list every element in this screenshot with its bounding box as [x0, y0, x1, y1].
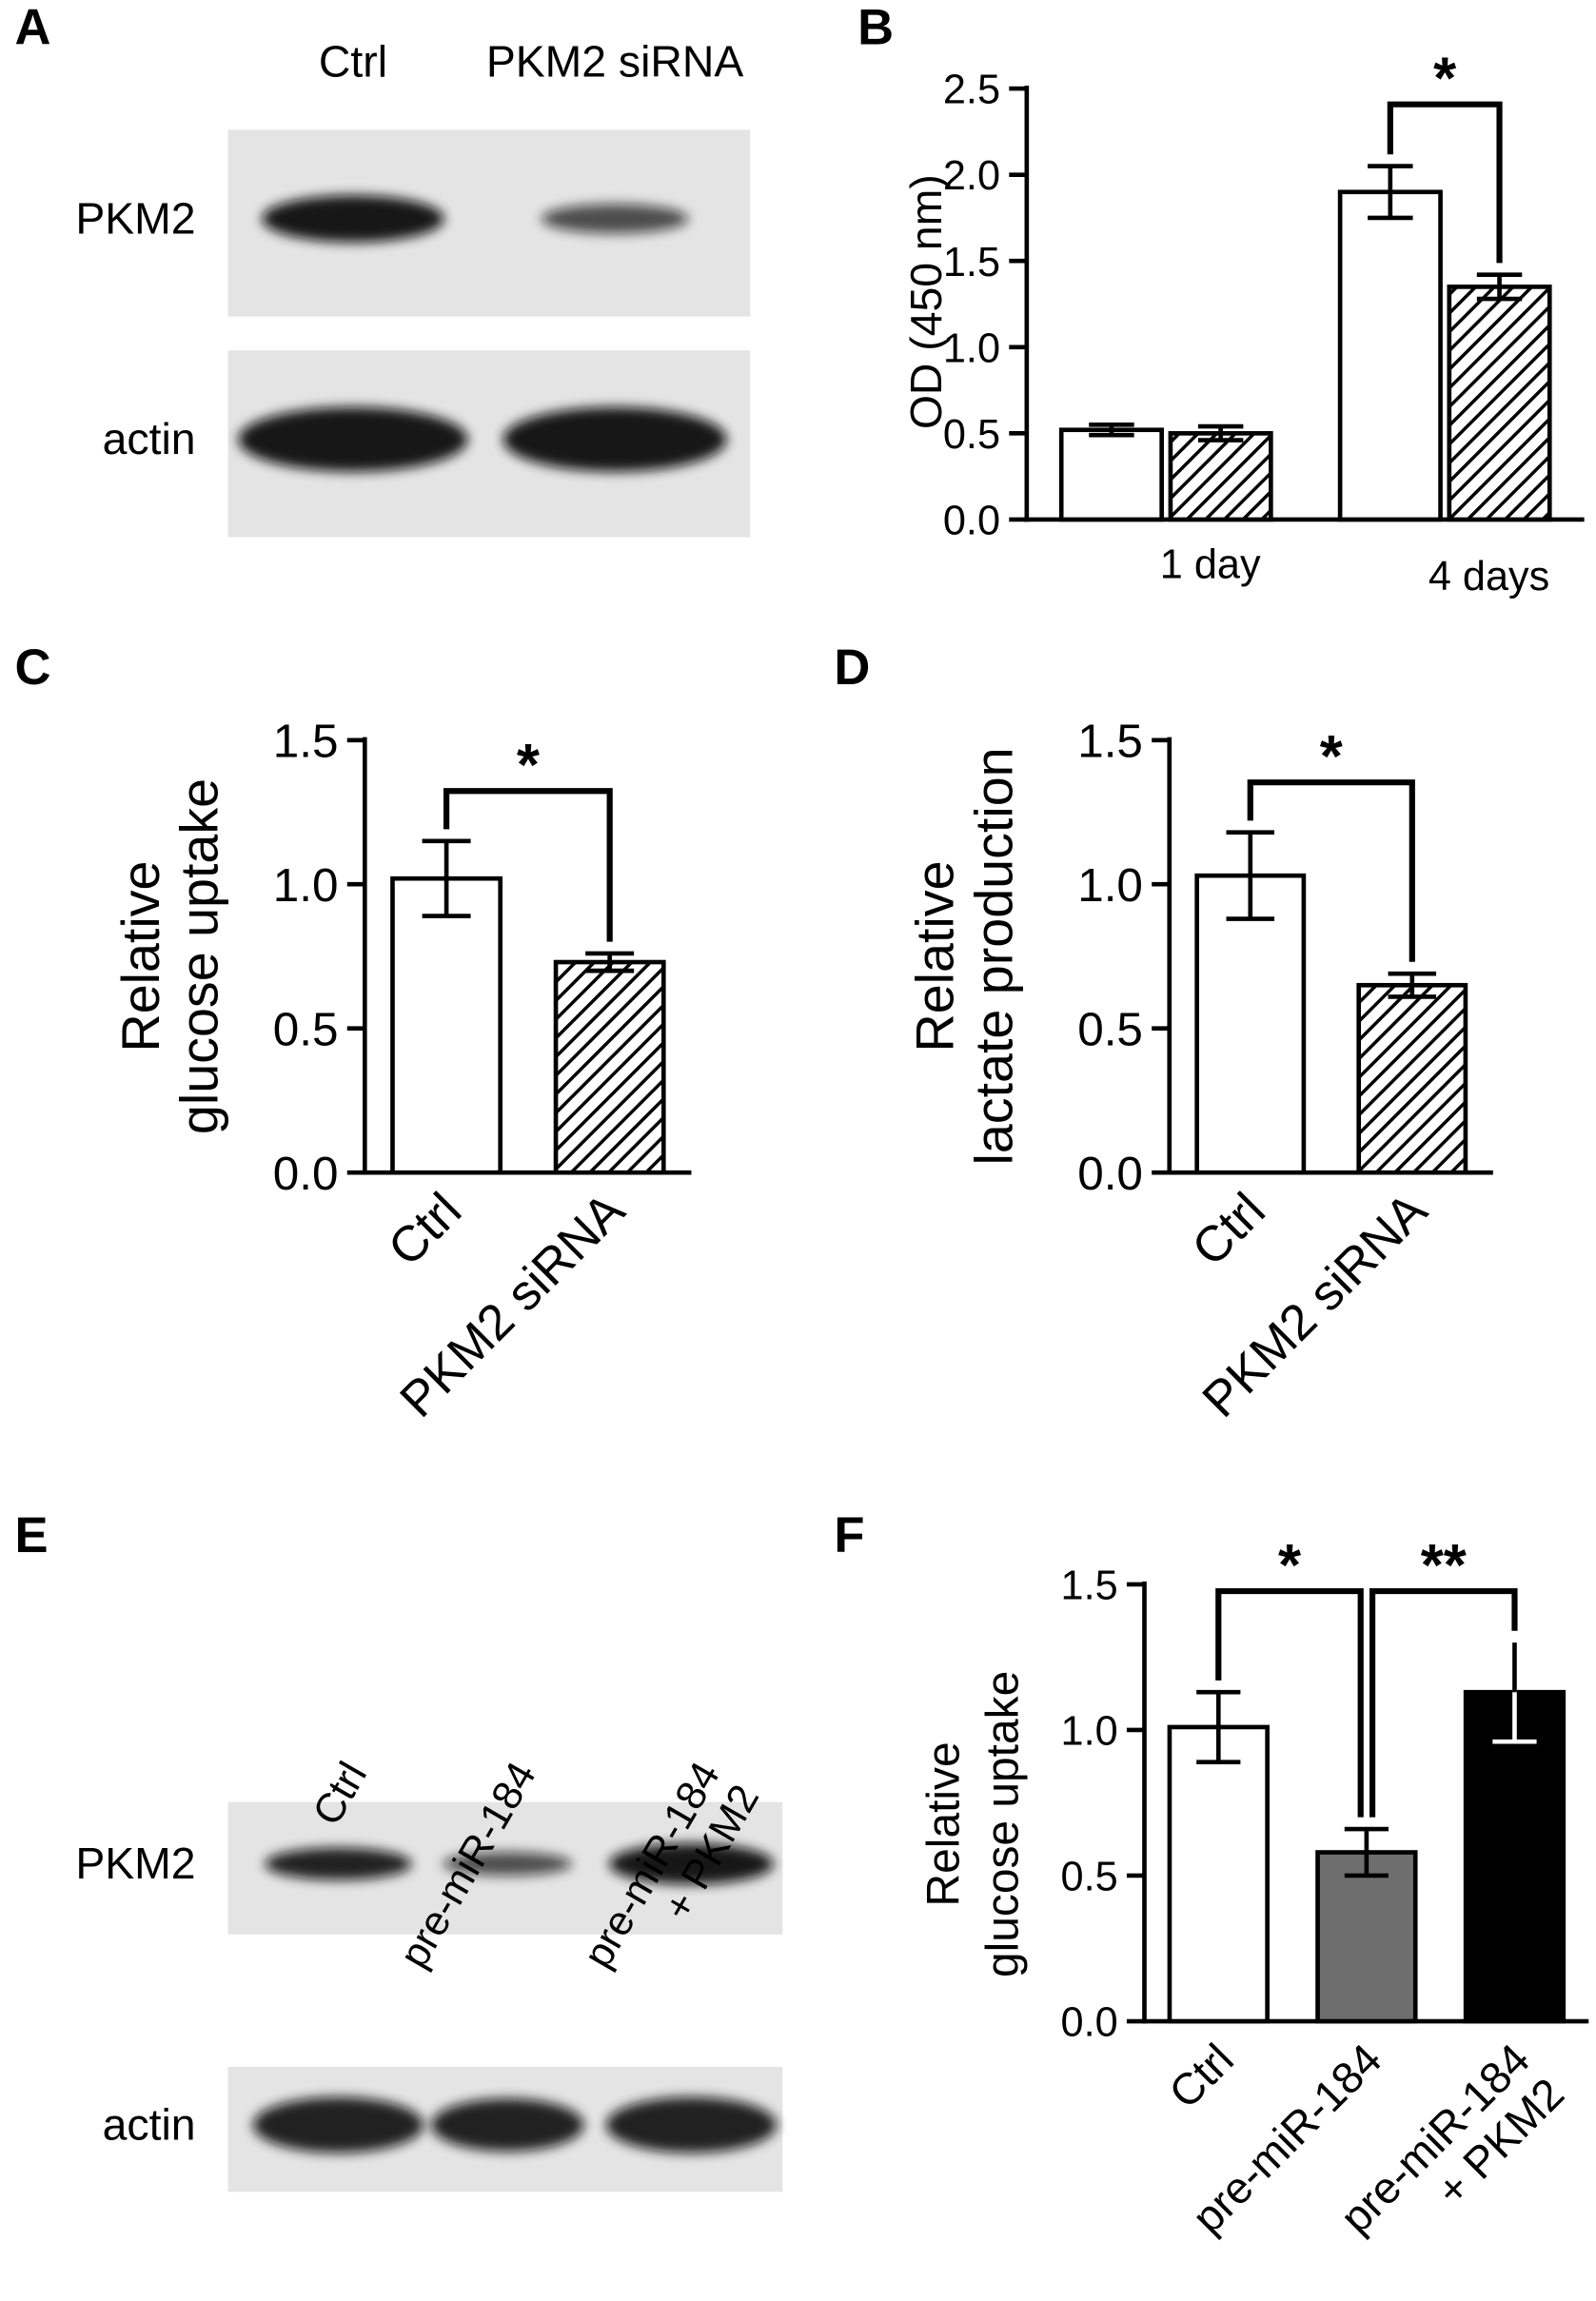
blot-band	[502, 406, 727, 472]
y-tick-label: 1.5	[1077, 716, 1143, 768]
bar	[1463, 1689, 1566, 2024]
error-bar	[1344, 1826, 1389, 1878]
bar	[1447, 285, 1552, 522]
error-bar	[1196, 1689, 1241, 1764]
bar	[1315, 1850, 1418, 2024]
y-axis-label: Relative	[111, 860, 170, 1052]
error-bar	[1089, 422, 1134, 438]
panel-label: D	[834, 639, 870, 696]
bar	[1167, 1724, 1270, 2024]
y-tick-label: 1.5	[273, 716, 339, 768]
blot-row-label: PKM2	[75, 193, 195, 243]
x-tick-label: Ctrl	[378, 1182, 473, 1277]
y-tick-label: 1.0	[1061, 1709, 1118, 1755]
x-tick-label: Ctrl	[1159, 2035, 1243, 2118]
bar	[1356, 982, 1468, 1175]
blot-band	[541, 204, 689, 234]
y-tick-label: 1.5	[943, 240, 1000, 285]
bar	[553, 959, 666, 1175]
x-tick-label: 4 days	[1429, 554, 1549, 600]
significance-label: *	[1433, 46, 1456, 111]
error-bar	[422, 838, 471, 918]
y-axis-label: glucose uptake	[978, 1671, 1029, 1977]
significance-bracket	[1369, 1587, 1518, 1818]
significance-bracket	[1387, 101, 1503, 264]
bar	[1194, 873, 1307, 1175]
y-axis-label: Relative	[919, 1741, 970, 1906]
y-tick-label: 0.0	[1077, 1148, 1143, 1200]
panel-label: C	[14, 639, 50, 696]
blot-band	[443, 1852, 573, 1876]
significance-label: *	[1320, 724, 1343, 790]
x-tick-label: Ctrl	[1181, 1182, 1276, 1277]
error-bar	[1197, 423, 1244, 442]
y-tick-label: 1.5	[1061, 1564, 1118, 1609]
y-axis-label: lactate production	[964, 747, 1023, 1165]
bar	[390, 875, 503, 1175]
panel-label: A	[14, 0, 50, 56]
y-tick-label: 0.0	[943, 499, 1000, 544]
y-tick-label: 2.0	[943, 153, 1000, 199]
blot-row-label: PKM2	[75, 1839, 195, 1888]
y-axis-label: Relative	[906, 860, 965, 1052]
bar	[1058, 427, 1164, 522]
significance-bracket	[1215, 1587, 1364, 1818]
bar	[1168, 431, 1273, 522]
y-tick-label: 0.0	[273, 1148, 339, 1200]
significance-bracket	[1247, 779, 1415, 962]
y-tick-label: 0.0	[1061, 2000, 1118, 2046]
error-bar	[1476, 272, 1523, 302]
bar	[1337, 189, 1443, 522]
y-tick-label: 1.0	[1077, 859, 1143, 912]
blot-row-label: actin	[103, 2099, 196, 2149]
y-axis-label: glucose uptake	[170, 778, 229, 1134]
error-bar	[1368, 164, 1413, 221]
error-bar	[1226, 830, 1275, 921]
panel-label: E	[14, 1507, 48, 1564]
significance-bracket	[443, 788, 613, 942]
x-tick-label: 1 day	[1160, 542, 1261, 588]
blot-lane-label: PKM2 siRNA	[486, 37, 744, 87]
error-bar	[1388, 971, 1437, 999]
blot-band	[238, 406, 468, 472]
blot-band	[265, 1847, 412, 1880]
blot-band	[608, 1842, 774, 1885]
significance-label: **	[1421, 1533, 1467, 1599]
panel-label: B	[857, 0, 894, 56]
blot-row-label: actin	[103, 414, 196, 463]
blot-band	[430, 2098, 584, 2152]
blot-lane-label: Ctrl	[319, 37, 387, 87]
y-tick-label: 1.0	[273, 859, 339, 912]
y-tick-label: 1.0	[943, 325, 1000, 371]
y-tick-label: 2.5	[943, 68, 1000, 113]
error-bar	[585, 951, 635, 974]
error-bar	[1492, 1640, 1537, 1744]
y-tick-label: 0.5	[273, 1004, 339, 1056]
significance-label: *	[517, 733, 540, 798]
y-tick-label: 0.5	[1077, 1004, 1143, 1056]
y-tick-label: 0.5	[1061, 1855, 1118, 1900]
blot-band	[605, 2096, 778, 2154]
blot-band	[262, 195, 444, 243]
significance-label: *	[1278, 1533, 1301, 1599]
y-axis-label: OD (450 nm)	[901, 174, 951, 429]
panel-label: F	[834, 1507, 864, 1564]
y-tick-label: 0.5	[943, 412, 1000, 458]
blot-band	[252, 2096, 424, 2154]
